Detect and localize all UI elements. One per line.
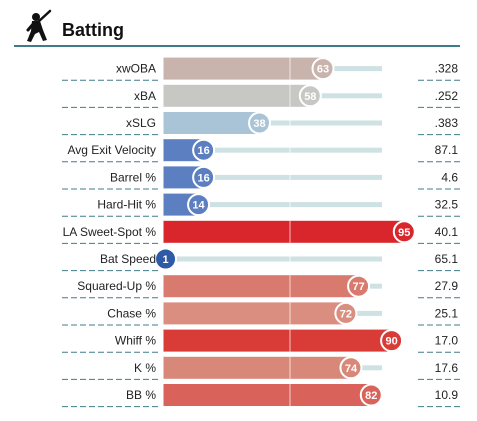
percentile-bubble xyxy=(298,84,322,108)
metric-label: xBA xyxy=(134,89,156,103)
percentile-bubble xyxy=(380,329,404,353)
metric-label: xwOBA xyxy=(116,62,156,76)
bar-track xyxy=(163,147,382,153)
percentile-bubble xyxy=(311,57,335,81)
percentile-bubble xyxy=(248,111,272,135)
percentile-bar xyxy=(163,166,204,189)
bar-track xyxy=(163,202,382,208)
metric-label: Whiff % xyxy=(115,334,156,348)
metric-label: Hard-Hit % xyxy=(97,198,156,212)
percentile-bubble xyxy=(192,138,216,162)
stat-value: 25.1 xyxy=(435,306,459,320)
percentile-bar xyxy=(163,57,324,80)
percentile-bubble xyxy=(334,301,358,325)
percentile-label: 38 xyxy=(253,118,265,130)
percentile-bar xyxy=(163,275,359,298)
percentile-label: 74 xyxy=(345,363,358,375)
metric-label: BB % xyxy=(126,388,156,402)
percentile-bubble xyxy=(347,274,371,298)
stat-value: 17.6 xyxy=(435,361,459,375)
metric-label: Bat Speed xyxy=(100,252,156,266)
stat-value: 40.1 xyxy=(435,225,459,239)
bar-track xyxy=(163,120,382,126)
metric-label: Avg Exit Velocity xyxy=(68,143,157,157)
stat-value: 87.1 xyxy=(435,143,459,157)
percentile-bar xyxy=(163,84,311,107)
percentile-bar xyxy=(163,112,260,134)
percentile-label: 58 xyxy=(304,91,316,103)
percentile-label: 90 xyxy=(385,336,397,348)
percentile-bar xyxy=(163,302,346,325)
percentile-bar xyxy=(163,139,204,162)
metric-label: K % xyxy=(134,361,156,375)
section-title: Batting xyxy=(62,20,124,40)
percentile-bar xyxy=(163,356,351,379)
percentile-label: 95 xyxy=(398,227,410,239)
batter-icon xyxy=(26,9,52,42)
stat-value: .328 xyxy=(435,62,459,76)
percentile-label: 16 xyxy=(198,172,210,184)
stat-value: 27.9 xyxy=(435,279,459,293)
percentile-bubble xyxy=(154,247,178,271)
percentile-label: 63 xyxy=(317,64,329,76)
percentile-bar xyxy=(163,329,392,352)
percentile-bubble xyxy=(192,165,216,189)
percentile-bar xyxy=(163,384,372,406)
stat-value: 10.9 xyxy=(435,388,459,402)
percentile-label: 1 xyxy=(162,254,168,266)
metric-label: Barrel % xyxy=(110,170,156,184)
metric-label: LA Sweet-Spot % xyxy=(63,225,157,239)
percentile-bubble xyxy=(359,383,383,407)
stat-value: 32.5 xyxy=(435,198,459,212)
metric-label: Chase % xyxy=(107,306,156,320)
percentile-label: 72 xyxy=(340,308,352,320)
bar-track xyxy=(163,174,382,180)
percentile-bar xyxy=(163,220,405,243)
stat-value: .252 xyxy=(435,89,459,103)
percentile-bubble xyxy=(392,220,416,244)
percentile-label: 82 xyxy=(365,390,377,402)
metric-label: xSLG xyxy=(126,116,156,130)
percentile-label: 14 xyxy=(192,200,205,212)
metric-label: Squared-Up % xyxy=(77,279,156,293)
stat-value: 65.1 xyxy=(435,252,459,266)
percentile-label: 77 xyxy=(352,281,364,293)
percentile-label: 16 xyxy=(198,145,210,157)
header-divider xyxy=(14,45,460,47)
stat-value: 17.0 xyxy=(435,334,459,348)
percentile-bubble xyxy=(339,356,363,380)
bar-track xyxy=(163,256,382,262)
stat-value: .383 xyxy=(435,116,459,130)
stat-value: 4.6 xyxy=(441,170,458,184)
percentile-bubble xyxy=(187,193,211,217)
